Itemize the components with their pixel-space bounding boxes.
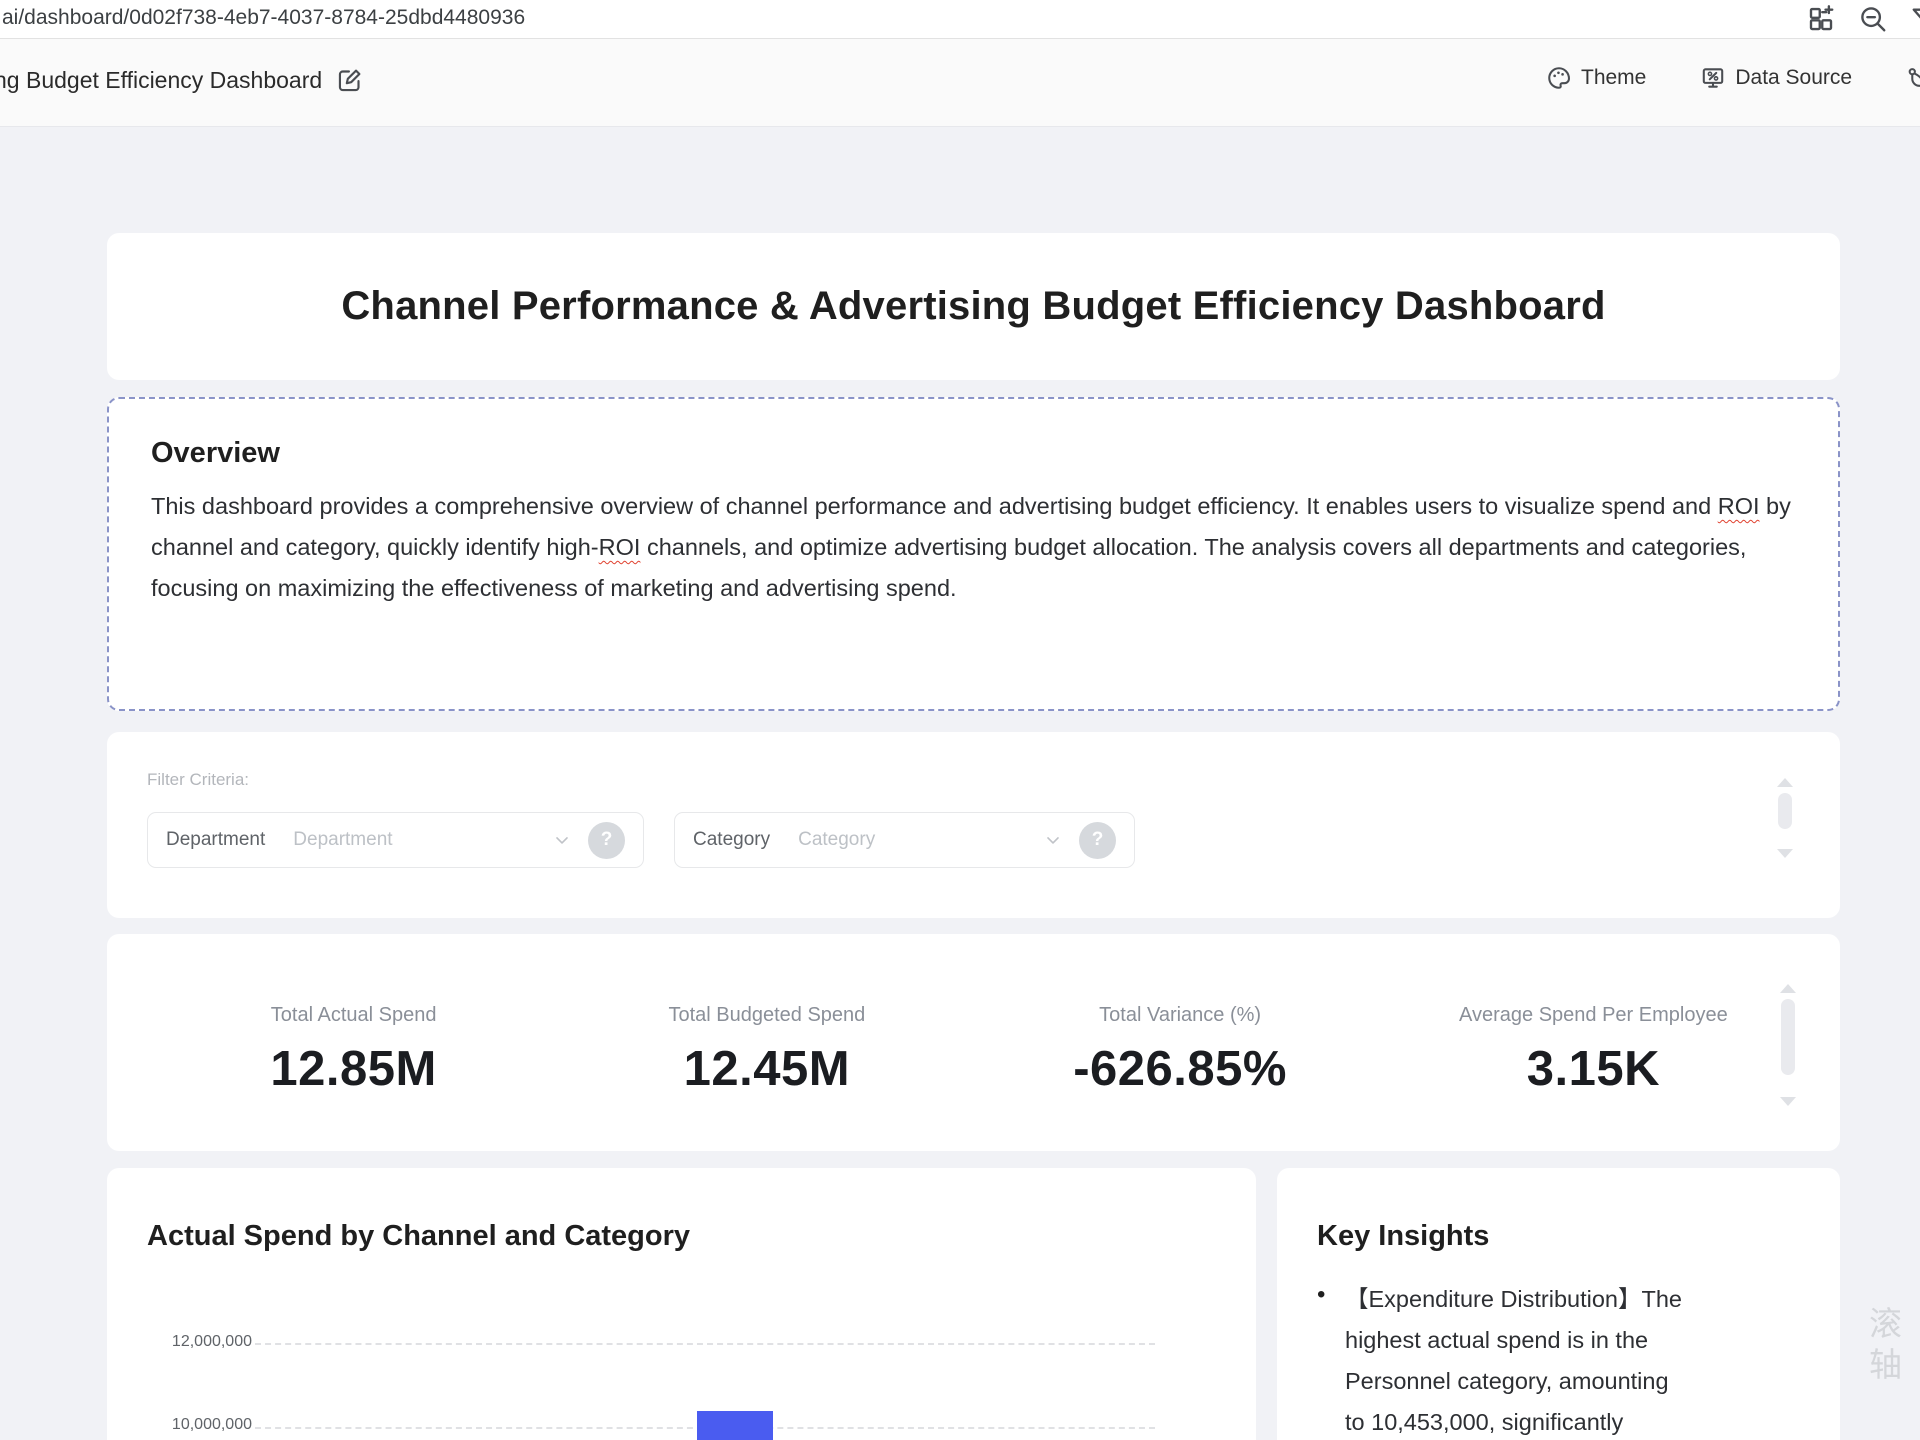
bullet-icon: • (1317, 1281, 1326, 1308)
stat-label: Total Budgeted Spend (668, 1004, 866, 1026)
category-filter-select[interactable]: Category Category ? (674, 812, 1135, 868)
overview-seg1: This dashboard provides a comprehensive … (151, 493, 1718, 519)
overview-card[interactable]: Overview This dashboard provides a compr… (107, 397, 1840, 711)
insight-text: 【Expenditure Distribution】The highest ac… (1345, 1286, 1682, 1435)
zoom-out-icon[interactable] (1858, 4, 1888, 34)
stat-total-actual-spend: Total Actual Spend 12.85M (147, 1004, 560, 1097)
bar-chart-plot: 12,000,000 10,000,000 (107, 1168, 1256, 1440)
data-source-icon (1700, 65, 1726, 91)
filter-icon-partial[interactable] (1910, 4, 1920, 34)
edit-icon[interactable] (336, 67, 363, 94)
bar-personnel[interactable] (697, 1411, 773, 1440)
overview-roi1: ROI (1717, 493, 1760, 519)
document-title: ng Budget Efficiency Dashboard (0, 67, 363, 94)
floating-vertical-tab[interactable]: 滚 轴 (1869, 1305, 1902, 1383)
scroll-up-arrow-icon[interactable] (1777, 778, 1793, 787)
overview-roi2: ROI (598, 534, 641, 560)
spend-chart-card: Actual Spend by Channel and Category 12,… (107, 1168, 1256, 1440)
dashboard-title: Channel Performance & Advertising Budget… (341, 284, 1606, 328)
url-text[interactable]: ai/dashboard/0d02f738-4eb7-4037-8784-25d… (2, 6, 526, 29)
chevron-down-icon (1043, 830, 1063, 850)
overview-seg3: channels, and optimize advertising budge… (151, 534, 1747, 601)
scroll-up-arrow-icon[interactable] (1780, 984, 1796, 993)
category-filter-placeholder: Category (798, 829, 876, 850)
stats-card-scrollbar[interactable] (1780, 984, 1796, 1106)
stat-value: -626.85% (1073, 1042, 1287, 1096)
data-source-button[interactable]: Data Source (1700, 65, 1852, 91)
overview-seg2: by channel and category, quickly identif… (151, 493, 1791, 560)
chevron-down-icon (552, 830, 572, 850)
theme-label: Theme (1581, 66, 1647, 89)
overview-heading: Overview (151, 437, 280, 469)
insight-item: • 【Expenditure Distribution】The highest … (1317, 1279, 1800, 1440)
scroll-thumb[interactable] (1781, 999, 1795, 1075)
key-insights-card: Key Insights • 【Expenditure Distribution… (1277, 1168, 1840, 1440)
stat-value: 3.15K (1526, 1042, 1660, 1096)
filter-card: Filter Criteria: Department Department ?… (107, 732, 1840, 918)
stat-value: 12.45M (683, 1042, 851, 1096)
department-filter-select[interactable]: Department Department ? (147, 812, 644, 868)
chart-title: Actual Spend by Channel and Category (147, 1220, 691, 1252)
department-filter-placeholder: Department (293, 829, 393, 850)
y-axis-tick: 12,000,000 (171, 1333, 252, 1350)
theme-button[interactable]: Theme (1546, 65, 1646, 91)
stat-label: Total Variance (%) (1099, 1004, 1262, 1026)
category-filter-label: Category (693, 829, 771, 850)
stat-value: 12.85M (270, 1042, 437, 1096)
document-title-text: ng Budget Efficiency Dashboard (0, 67, 323, 93)
share-nodes-icon (1906, 65, 1920, 91)
kpi-stats-card: Total Actual Spend 12.85M Total Budgeted… (107, 934, 1840, 1151)
palette-icon (1546, 65, 1572, 91)
browser-url-bar: ai/dashboard/0d02f738-4eb7-4037-8784-25d… (0, 0, 1920, 39)
stat-total-variance: Total Variance (%) -626.85% (974, 1004, 1387, 1097)
insights-heading: Key Insights (1317, 1220, 1490, 1252)
grid-plus-icon[interactable] (1806, 4, 1836, 34)
stat-total-budgeted-spend: Total Budgeted Spend 12.45M (560, 1004, 973, 1097)
scroll-down-arrow-icon[interactable] (1777, 849, 1793, 858)
y-axis-tick: 10,000,000 (171, 1416, 252, 1433)
overview-paragraph: This dashboard provides a comprehensive … (151, 486, 1791, 609)
scroll-down-arrow-icon[interactable] (1780, 1097, 1796, 1106)
app-header: ng Budget Efficiency Dashboard (0, 39, 1920, 127)
filter-card-scrollbar[interactable] (1777, 778, 1793, 858)
stat-label: Average Spend Per Employee (1459, 1004, 1728, 1026)
dashboard-title-card: Channel Performance & Advertising Budget… (107, 233, 1840, 380)
department-help-icon[interactable]: ? (588, 821, 625, 859)
filter-criteria-label: Filter Criteria: (147, 770, 250, 789)
gridline-12m (255, 1343, 1155, 1345)
department-filter-label: Department (166, 829, 266, 850)
header-actions: Theme Data Source (1546, 65, 1920, 91)
stat-label: Total Actual Spend (270, 1004, 437, 1026)
truncated-action-button[interactable]: S (1906, 65, 1920, 91)
category-help-icon[interactable]: ? (1079, 821, 1116, 859)
scroll-thumb[interactable] (1778, 793, 1792, 829)
stat-average-spend-per-employee: Average Spend Per Employee 3.15K (1387, 1004, 1800, 1097)
data-source-label: Data Source (1735, 66, 1853, 89)
